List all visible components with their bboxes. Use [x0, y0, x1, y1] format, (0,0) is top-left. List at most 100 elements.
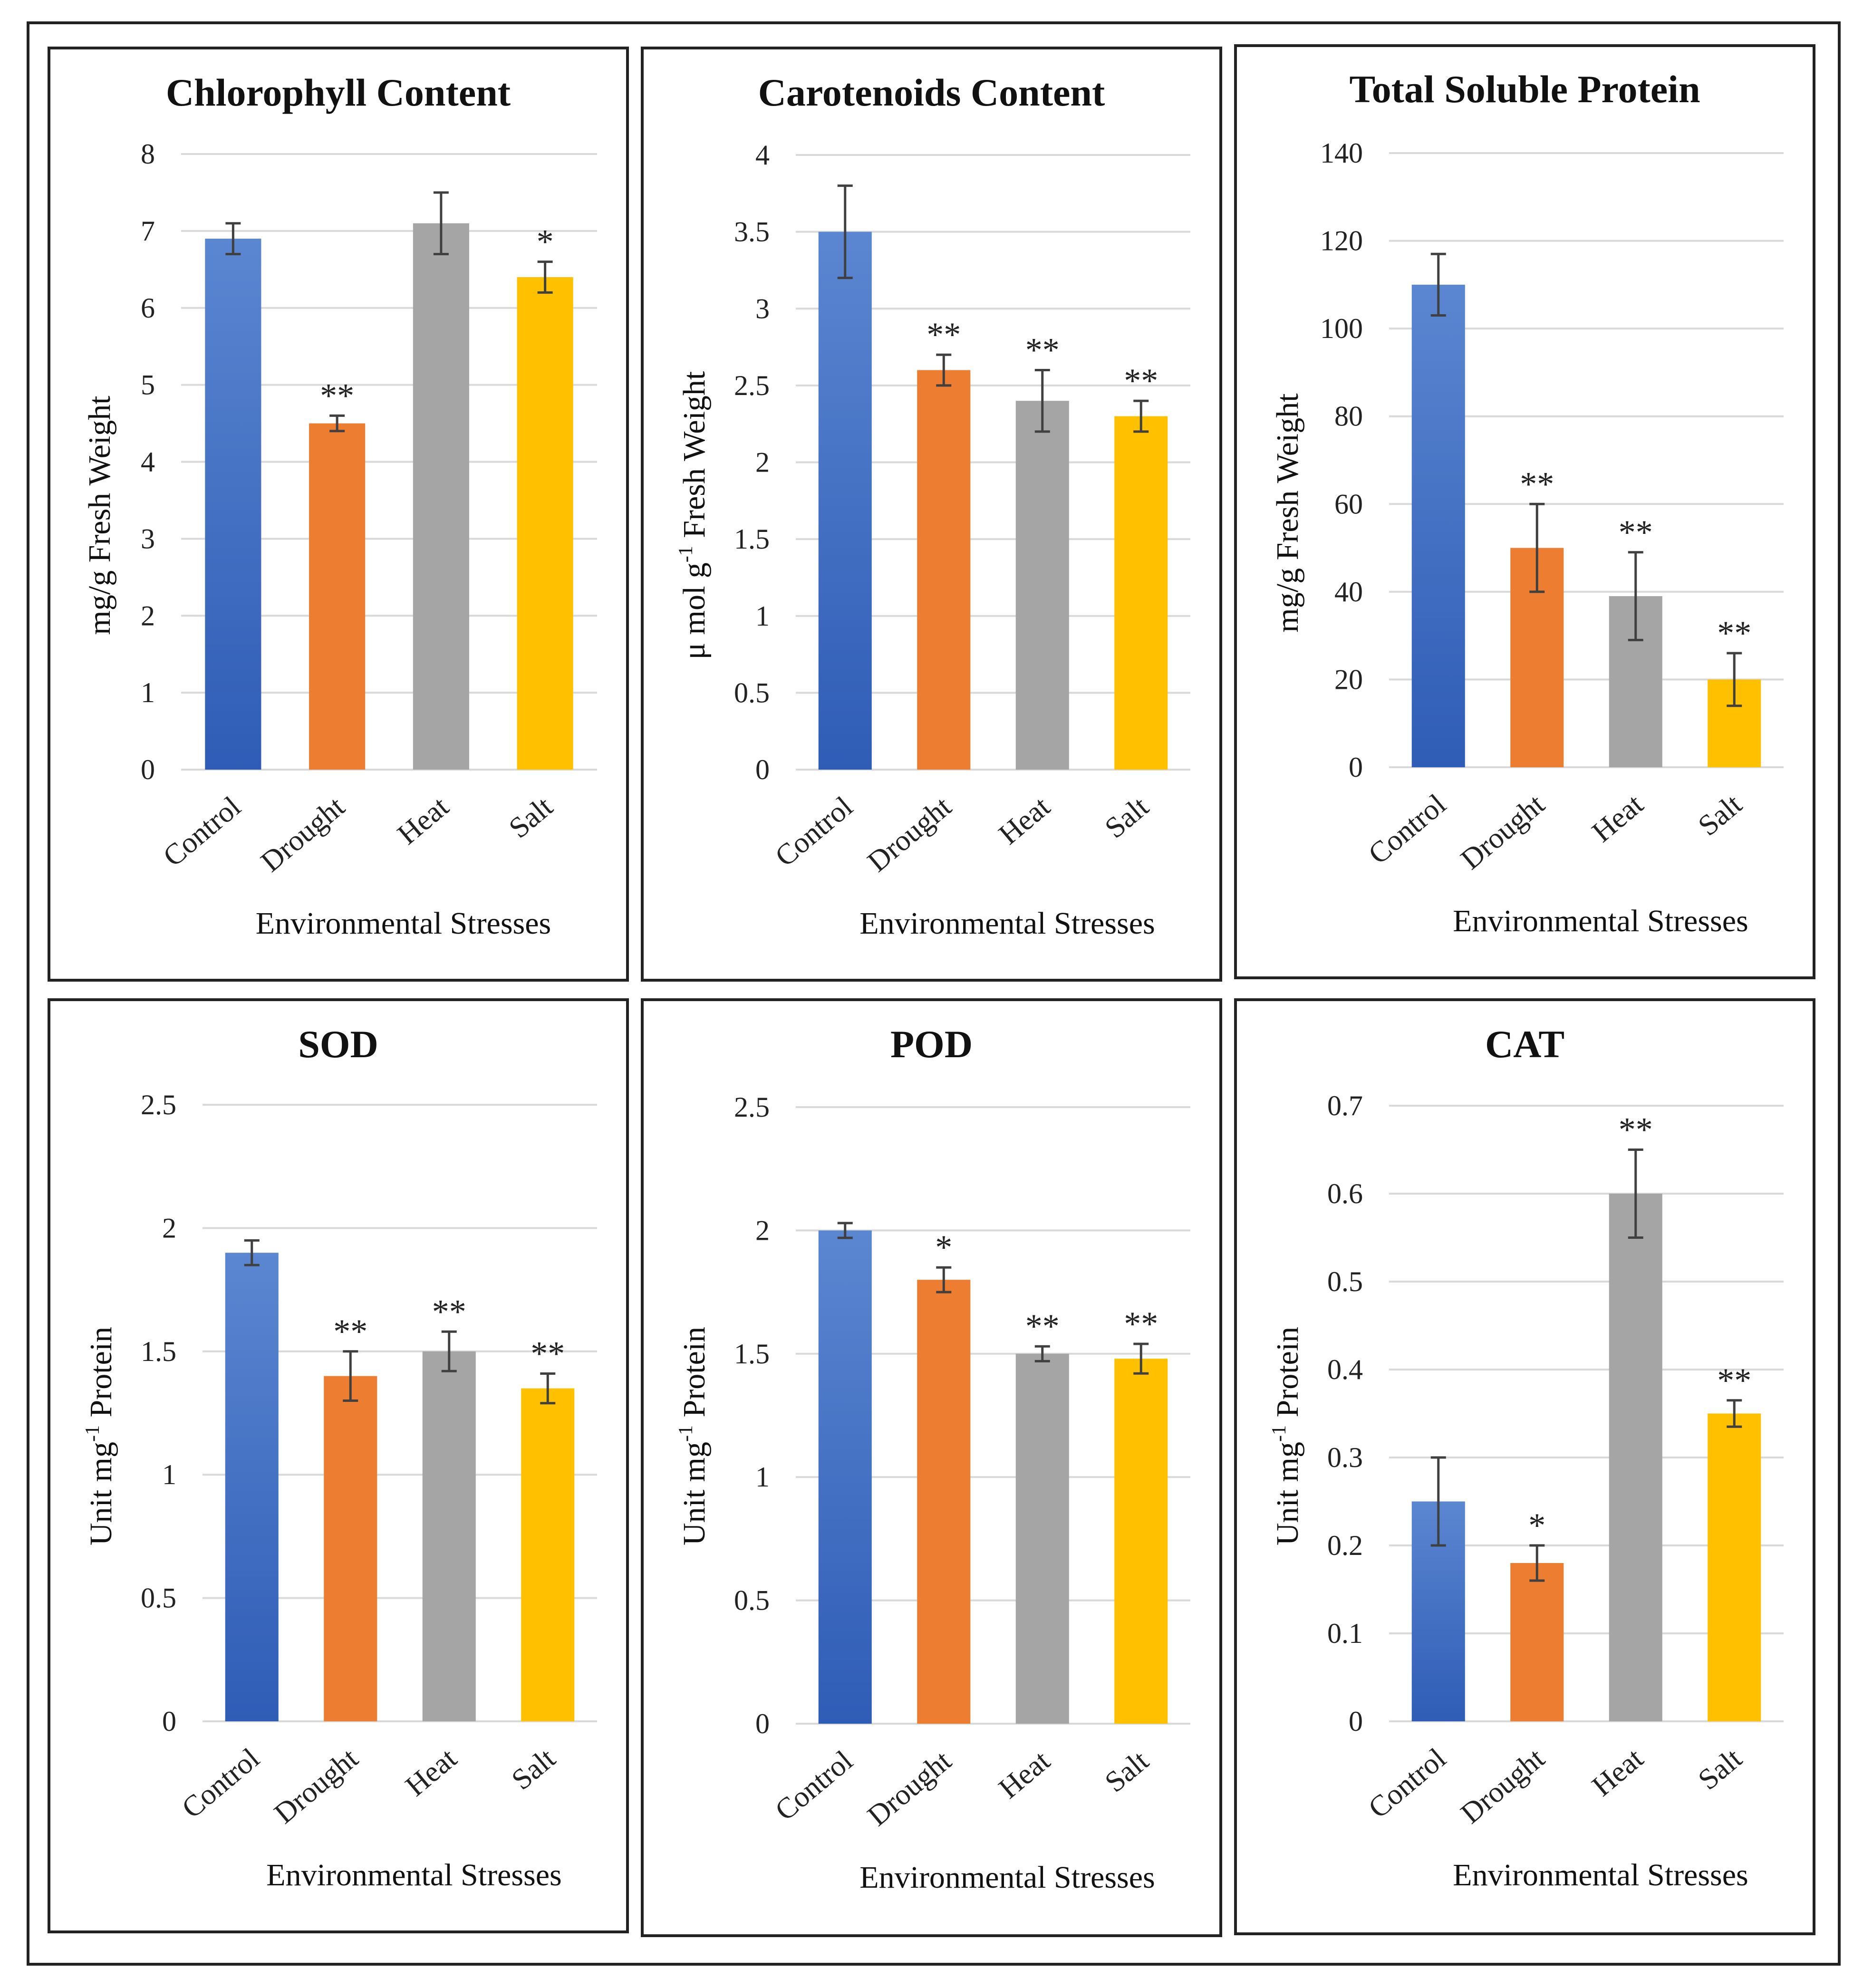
x-axis-title: Environmental Stresses — [859, 906, 1155, 941]
y-tick-label: 6 — [141, 292, 155, 324]
y-tick-label: 8 — [141, 138, 155, 170]
y-tick-label: 3.5 — [734, 216, 770, 248]
x-tick-label-control: Control — [769, 1745, 859, 1827]
y-tick-label: 1 — [162, 1459, 176, 1490]
chart-title: Carotenoids Content — [758, 71, 1105, 114]
significance-marker: ** — [1025, 331, 1060, 369]
y-axis-title: mg/g Fresh Weight — [82, 396, 117, 635]
y-tick-label: 2.5 — [141, 1089, 176, 1120]
y-tick-label: 4 — [141, 446, 155, 478]
x-tick-label-heat: Heat — [993, 791, 1056, 851]
y-axis-title-main: Unit mg — [677, 1442, 712, 1545]
chart-panel-carotenoids: Carotenoids Content 0 0.5 1 1.5 2 2.5 3 3.5 4 Cont… — [641, 47, 1222, 982]
y-tick-label: 0 — [755, 1708, 770, 1739]
error-bar-drought — [343, 1350, 358, 1402]
y-tick-label: 2.5 — [734, 370, 770, 401]
y-tick-label: 4 — [755, 139, 770, 171]
x-tick-label-drought: Drought — [255, 791, 351, 878]
bar-salt — [1114, 416, 1168, 770]
y-tick-label: 0.1 — [1327, 1618, 1363, 1649]
x-tick-label-heat: Heat — [1586, 1742, 1649, 1803]
chart-panel-total-soluble-protein: Total Soluble Protein 0 20 40 60 80 100 120 140 C… — [1234, 44, 1815, 979]
chart-panel-pod: POD 0 0.5 1 1.5 2 2.5 Control * Drought ** Heat ** Sa… — [641, 998, 1222, 1937]
error-bar-drought — [329, 414, 345, 433]
error-bar-salt — [1727, 1399, 1742, 1428]
error-bar-control — [1430, 1456, 1446, 1547]
y-axis-title-main: mg/g Fresh Weight — [82, 396, 117, 635]
bar-control — [1411, 284, 1465, 767]
error-bar-control — [837, 1222, 853, 1239]
significance-marker: ** — [1717, 614, 1751, 652]
chart-sod: SOD 0 0.5 1 1.5 2 2.5 Control ** Drought ** Heat ** S… — [82, 1023, 597, 1892]
y-tick-label: 40 — [1334, 576, 1363, 608]
error-bar-salt — [1727, 652, 1742, 707]
chart-panel-cat: CAT 0 0.1 0.2 0.3 0.4 0.5 0.6 0.7 Control * Drought… — [1234, 998, 1815, 1935]
error-bar-heat — [1628, 551, 1643, 641]
error-bar-salt — [540, 1372, 556, 1405]
chart-title: POD — [890, 1023, 973, 1066]
bar-drought — [917, 1280, 971, 1724]
y-tick-label: 140 — [1320, 137, 1363, 169]
bar-salt — [521, 1388, 575, 1721]
x-tick-label-control: Control — [769, 791, 859, 873]
significance-marker: ** — [320, 376, 354, 415]
significance-marker: ** — [333, 1312, 367, 1351]
y-tick-label: 0 — [141, 754, 155, 785]
x-tick-label-heat: Heat — [993, 1745, 1056, 1805]
significance-marker: ** — [1124, 362, 1158, 400]
y-axis-title: Unit mg-1 Protein — [82, 1327, 118, 1545]
y-tick-label: 3 — [141, 523, 155, 554]
y-tick-label: 60 — [1334, 488, 1363, 520]
y-tick-label: 0.5 — [1327, 1266, 1363, 1297]
x-tick-label-heat: Heat — [399, 1742, 463, 1803]
bar-drought — [917, 370, 971, 770]
x-tick-label-salt: Salt — [1692, 788, 1748, 842]
y-axis-title-main: μ mol g — [677, 562, 712, 659]
chart-total-soluble-protein: Total Soluble Protein 0 20 40 60 80 100 120 140 C… — [1270, 68, 1784, 938]
error-bar-drought — [1529, 1544, 1545, 1582]
bar-heat — [413, 223, 469, 770]
chart-title: Chlorophyll Content — [166, 71, 511, 114]
bar-heat — [1015, 401, 1069, 770]
x-tick-label-salt: Salt — [506, 1742, 562, 1796]
error-bar-heat — [441, 1330, 457, 1372]
error-bar-heat — [433, 191, 449, 255]
y-axis-title-main: Unit mg — [84, 1442, 118, 1545]
y-tick-label: 0.6 — [1327, 1178, 1363, 1209]
y-tick-label: 20 — [1334, 664, 1363, 695]
y-tick-label: 0.2 — [1327, 1530, 1363, 1561]
x-tick-label-drought: Drought — [1455, 788, 1551, 876]
significance-marker: ** — [531, 1334, 565, 1372]
x-tick-label-salt: Salt — [1099, 791, 1155, 845]
bar-heat — [1015, 1353, 1069, 1724]
y-tick-label: 0.7 — [1327, 1090, 1363, 1121]
bar-control — [818, 1230, 872, 1724]
y-axis-title-main: mg/g Fresh Weight — [1270, 393, 1305, 632]
y-tick-label: 120 — [1320, 225, 1363, 257]
bar-salt — [517, 277, 573, 770]
bar-control — [225, 1253, 279, 1721]
x-tick-label-drought: Drought — [268, 1742, 364, 1830]
y-axis-title-tail: Protein — [1270, 1327, 1305, 1425]
bar-drought — [1510, 1563, 1564, 1721]
x-axis-title: Environmental Stresses — [266, 1858, 561, 1892]
error-bar-salt — [1133, 399, 1149, 433]
error-bar-salt — [537, 261, 553, 294]
y-tick-label: 2.5 — [734, 1091, 770, 1123]
y-tick-label: 0.3 — [1327, 1442, 1363, 1473]
bar-drought — [309, 423, 366, 770]
x-tick-label-control: Control — [157, 791, 247, 873]
y-tick-label: 1 — [141, 677, 155, 708]
y-axis-title: mg/g Fresh Weight — [1270, 393, 1305, 632]
y-axis-title-tail: Fresh Weight — [677, 371, 712, 546]
chart-title: Total Soluble Protein — [1349, 68, 1700, 111]
y-tick-label: 0.5 — [734, 677, 770, 708]
y-axis-title: Unit mg-1 Protein — [1268, 1327, 1305, 1545]
y-tick-label: 0 — [755, 754, 770, 785]
y-tick-label: 2 — [755, 447, 770, 478]
y-axis-title-main: Unit mg — [1270, 1442, 1305, 1545]
y-tick-label: 2 — [755, 1215, 770, 1246]
significance-marker: ** — [1124, 1305, 1158, 1343]
significance-marker: ** — [432, 1293, 466, 1331]
chart-panel-sod: SOD 0 0.5 1 1.5 2 2.5 Control ** Drought ** Heat ** S… — [48, 998, 629, 1933]
